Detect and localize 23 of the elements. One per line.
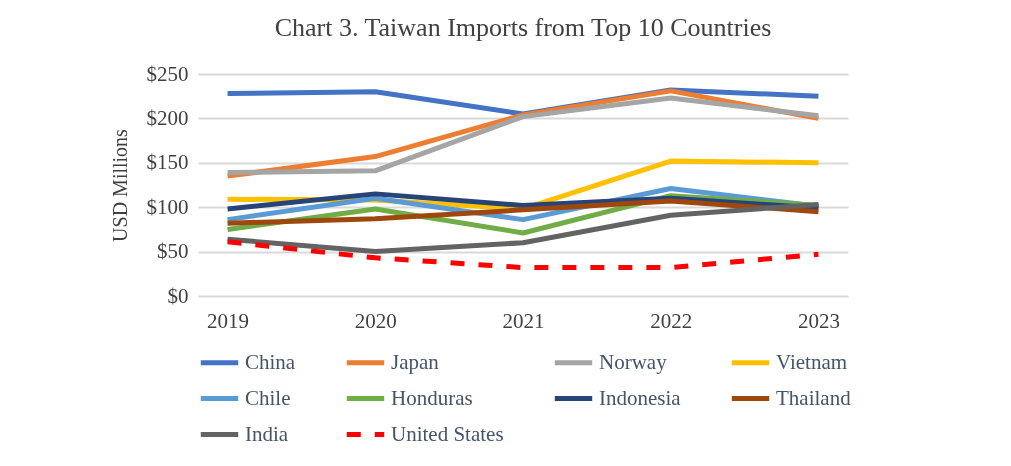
x-tick-label: 2020 bbox=[354, 308, 397, 333]
legend-label: Chile bbox=[245, 385, 291, 410]
y-tick-label: $50 bbox=[157, 239, 189, 264]
x-tick-label: 2023 bbox=[797, 308, 840, 333]
y-tick-label: $100 bbox=[146, 194, 189, 219]
legend-label: India bbox=[245, 421, 289, 446]
y-tick-label: $0 bbox=[167, 283, 189, 308]
chart-title: Chart 3. Taiwan Imports from Top 10 Countries bbox=[274, 13, 772, 42]
legend-label: Japan bbox=[391, 349, 440, 374]
y-tick-label: $150 bbox=[146, 150, 189, 175]
legend-label: United States bbox=[391, 421, 504, 446]
x-tick-label: 2022 bbox=[650, 308, 693, 333]
legend-label: China bbox=[245, 349, 296, 374]
legend-label: Honduras bbox=[391, 385, 473, 410]
legend-label: Indonesia bbox=[599, 385, 682, 410]
y-tick-label: $200 bbox=[146, 105, 189, 130]
legend-label: Vietnam bbox=[776, 349, 848, 374]
y-axis-title: USD Millions bbox=[108, 128, 131, 242]
legend-label: Norway bbox=[599, 349, 668, 374]
legend-label: Thailand bbox=[776, 385, 852, 410]
y-tick-label: $250 bbox=[146, 61, 189, 86]
x-tick-label: 2021 bbox=[502, 308, 545, 333]
x-tick-label: 2019 bbox=[207, 308, 250, 333]
